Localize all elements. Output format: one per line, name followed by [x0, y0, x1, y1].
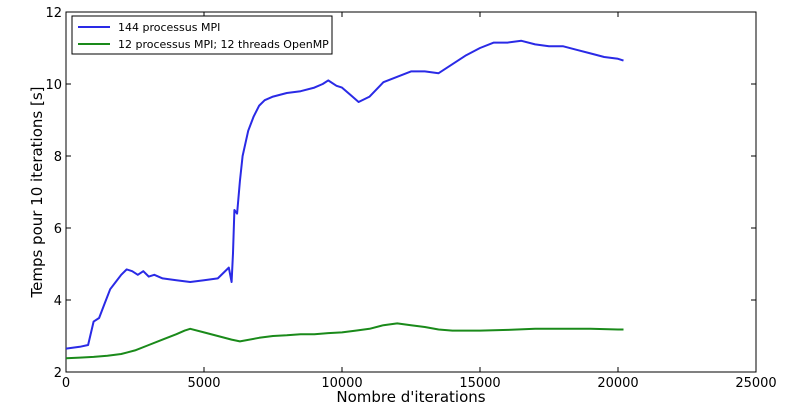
- x-tick-label-4: 20000: [597, 376, 638, 391]
- y-tick-label-2: 6: [54, 222, 62, 237]
- series-lines: [65, 39, 624, 360]
- x-tick-label-2: 10000: [321, 376, 362, 391]
- y-tick-label-4: 10: [45, 78, 62, 93]
- y-tick-label-1: 4: [54, 294, 62, 309]
- legend-entry-1: 12 processus MPI; 12 threads OpenMP: [118, 38, 329, 51]
- axis-ticks: 0 5000 10000 15000 20000 25000 2 4 6 8 10 12: [45, 6, 776, 391]
- x-tick-label-1: 5000: [187, 376, 220, 391]
- x-axis-label: Nombre d'iterations: [336, 388, 485, 406]
- y-axis-label: Temps pour 10 iterations [s]: [28, 86, 46, 298]
- y-tick-label-0: 2: [54, 366, 62, 381]
- y-tick-label-3: 8: [54, 150, 62, 165]
- x-tick-label-0: 0: [62, 376, 70, 391]
- legend-box: [71, 15, 333, 55]
- x-tick-label-5: 25000: [735, 376, 776, 391]
- y-tick-label-5: 12: [45, 6, 62, 21]
- legend-entry-0: 144 processus MPI: [118, 21, 220, 34]
- series-line-1: [65, 322, 624, 360]
- legend: 144 processus MPI 12 processus MPI; 12 t…: [71, 15, 333, 55]
- x-tick-label-3: 15000: [459, 376, 500, 391]
- plot-area: [65, 11, 757, 373]
- series-line-0: [65, 39, 624, 350]
